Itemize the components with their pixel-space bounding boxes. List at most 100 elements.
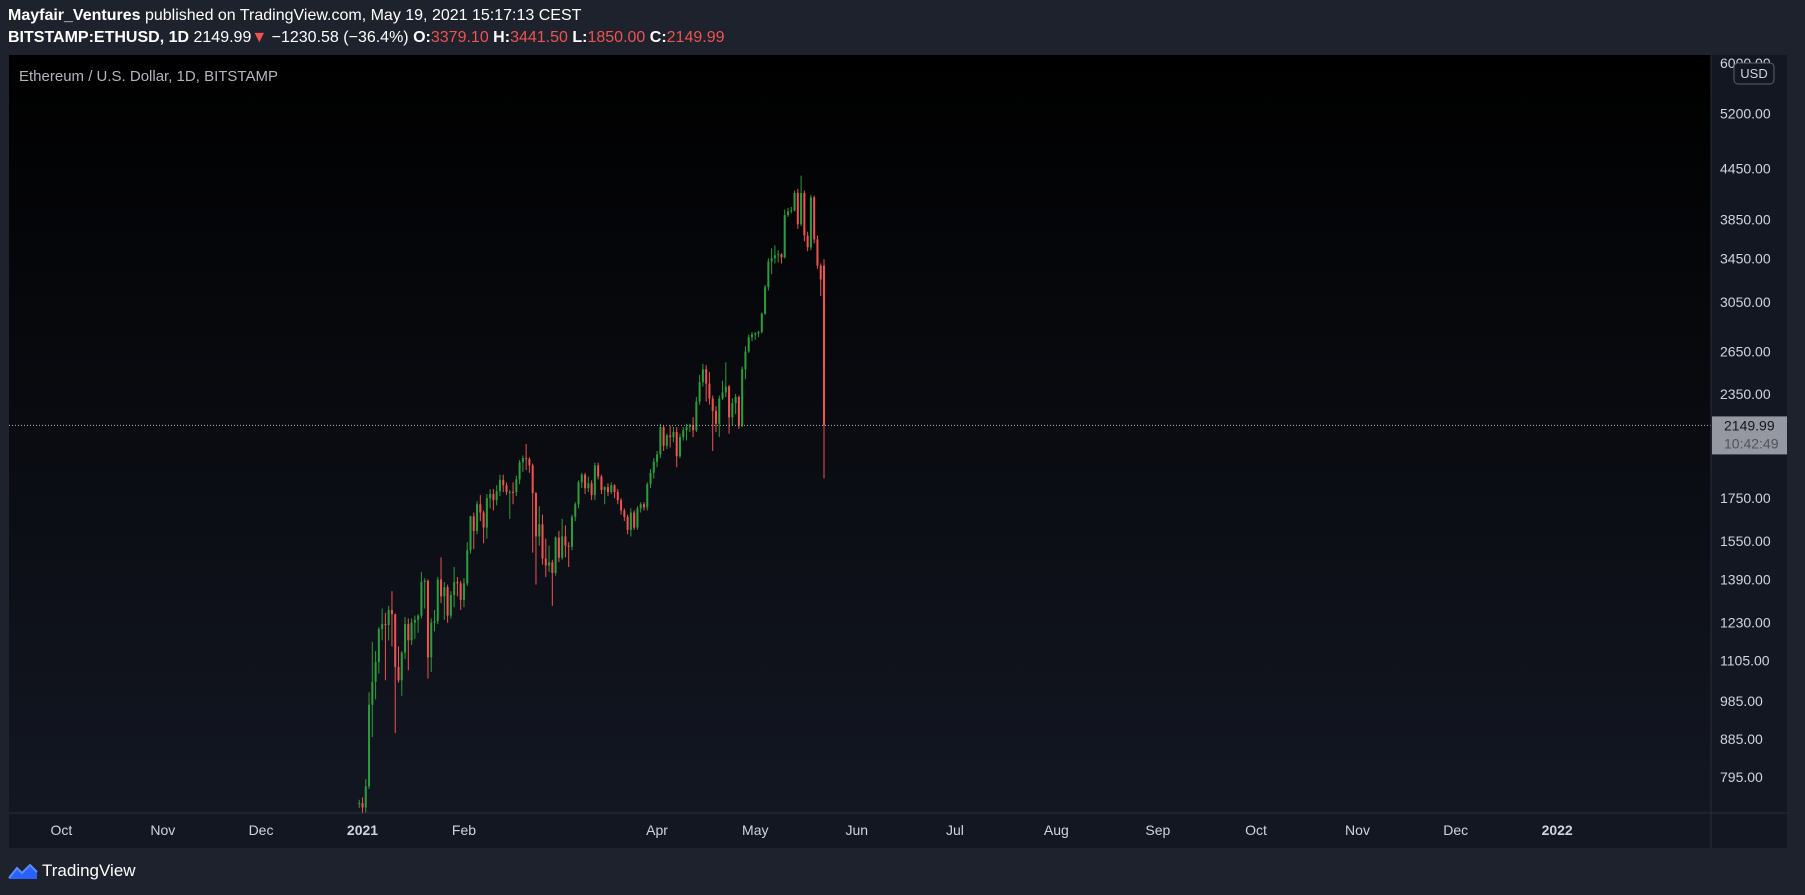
candle-body — [718, 398, 721, 424]
candle-body — [757, 332, 760, 334]
candle-body — [528, 458, 531, 466]
candle-body — [502, 479, 505, 486]
candle-body — [731, 403, 734, 418]
candle — [731, 398, 734, 426]
candle-body — [361, 803, 364, 808]
candle-body — [744, 351, 747, 370]
time-axis[interactable]: Oct Nov Dec 2021 Feb Apr May Jun Jul Aug Sep Oct Nov… — [50, 822, 1572, 838]
candle-body — [446, 587, 449, 616]
candle — [629, 508, 632, 537]
candle — [400, 651, 403, 696]
candle-body — [750, 334, 754, 338]
candle — [534, 492, 537, 585]
candle — [551, 559, 554, 606]
candle-body — [793, 193, 796, 211]
candle — [364, 779, 367, 813]
low-label: L: — [572, 29, 588, 46]
candle — [426, 579, 429, 679]
candle-body — [790, 210, 793, 212]
candle — [469, 515, 472, 554]
candle — [623, 508, 626, 522]
candle-body — [512, 491, 515, 493]
currency-badge[interactable]: USD — [1733, 62, 1775, 85]
candle — [580, 472, 583, 489]
chart-container[interactable]: 6000.005200.004450.003850.003450.003050.… — [9, 55, 1787, 848]
price-chart[interactable]: 6000.005200.004450.003850.003450.003050.… — [9, 55, 1787, 848]
candle — [518, 459, 521, 485]
candle-body — [459, 583, 462, 600]
price-tick-label: 1390.00 — [1720, 571, 1771, 587]
currency-badge-box — [1733, 62, 1775, 85]
candle-body — [724, 386, 727, 393]
candle-body — [813, 197, 816, 240]
candle — [577, 480, 580, 509]
high-label: H: — [493, 29, 511, 46]
candle-body — [489, 494, 492, 499]
candle-body — [698, 382, 701, 402]
candle-body — [574, 504, 577, 517]
candle — [476, 501, 479, 535]
candle — [449, 591, 452, 619]
candle-body — [397, 667, 400, 681]
candle — [809, 194, 812, 251]
candle — [410, 618, 413, 645]
candle — [541, 514, 544, 565]
candle-body — [783, 215, 786, 258]
candle — [620, 498, 623, 515]
candle-body — [669, 435, 672, 438]
time-tick-label: Nov — [150, 822, 175, 838]
candle — [652, 458, 655, 479]
time-tick-label: Aug — [1044, 822, 1069, 838]
candle — [397, 646, 400, 683]
candle-body — [577, 482, 580, 505]
candle-body — [816, 239, 819, 266]
candle — [734, 393, 737, 415]
open-value: 3379.10 — [430, 29, 489, 46]
candle — [597, 462, 600, 480]
candle — [721, 380, 724, 401]
candle — [443, 582, 446, 620]
candle — [649, 469, 652, 489]
candle — [780, 253, 783, 264]
candle-body — [534, 493, 537, 537]
candle-body — [708, 383, 711, 399]
candle — [665, 433, 668, 450]
candle — [521, 455, 524, 472]
candle-body — [410, 622, 413, 641]
time-tick-label: Feb — [452, 822, 476, 838]
candle-body — [561, 536, 564, 558]
candle-body — [665, 435, 668, 446]
candle — [417, 614, 420, 633]
candle — [750, 332, 754, 342]
candle — [587, 476, 590, 493]
candle-body — [364, 786, 367, 808]
candle-body — [521, 458, 524, 463]
tradingview-logo-icon[interactable] — [8, 862, 38, 880]
candle-body — [557, 537, 560, 558]
tradingview-brand[interactable]: TradingView — [42, 861, 136, 880]
publisher-name[interactable]: Mayfair_Ventures — [8, 7, 141, 24]
candle-body — [721, 392, 724, 399]
candle-body — [492, 494, 495, 501]
price-tick-label: 3050.00 — [1720, 294, 1771, 310]
candle-body — [786, 211, 790, 216]
candle — [505, 482, 508, 496]
candle-body — [633, 512, 636, 528]
candle-body — [381, 624, 384, 630]
candle — [659, 423, 662, 459]
candle-body — [600, 476, 603, 491]
candle — [600, 474, 603, 495]
candle — [466, 542, 469, 586]
candle-body — [590, 483, 593, 496]
candle — [646, 482, 649, 511]
close-label: C: — [649, 29, 667, 46]
candle — [413, 615, 416, 639]
last-price-label-layer: 2149.99 10:42:49 — [1712, 416, 1787, 455]
candle-body — [626, 516, 629, 530]
candle-body — [423, 580, 426, 583]
candle-body — [737, 396, 740, 426]
candle-body — [433, 621, 436, 623]
candles-layer — [358, 175, 826, 814]
candle-body — [420, 582, 423, 616]
candle — [786, 207, 790, 217]
